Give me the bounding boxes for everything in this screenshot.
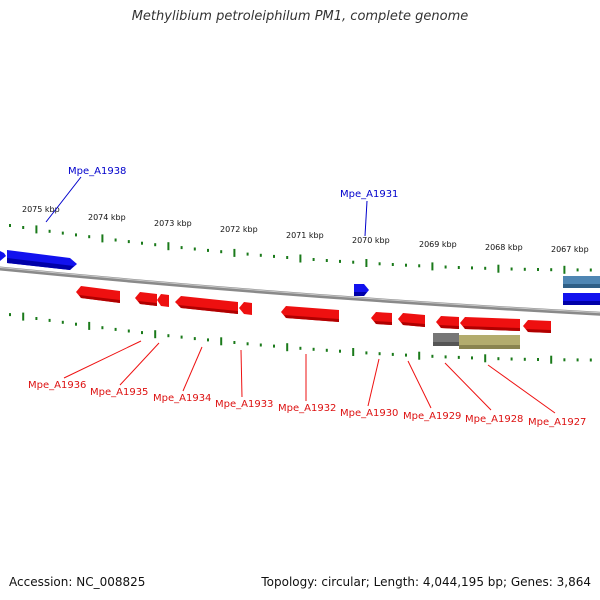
leader-mpe-a1935 [119, 342, 160, 386]
leader-mpe-a1931 [364, 200, 368, 237]
gene-mpe-a1928-shade [439, 325, 459, 329]
gene-mpe-a1934-shade [178, 305, 238, 314]
label-mpe-a1929[interactable]: Mpe_A1929 [403, 411, 461, 422]
kbp-label-2069: 2069 kbp [419, 240, 457, 249]
kbp-label-2072: 2072 kbp [220, 225, 258, 234]
map-title: Methylibium petroleiphilum PM1, complete… [131, 9, 469, 24]
gene-mpe-a1933[interactable] [239, 302, 252, 315]
label-mpe-a1928[interactable]: Mpe_A1928 [465, 414, 523, 425]
gene-mpe-a1938-shade [7, 258, 74, 270]
leader-mpe-a1936 [63, 340, 142, 379]
label-mpe-a1933[interactable]: Mpe_A1933 [215, 399, 273, 410]
kbp-label-2070: 2070 kbp [352, 236, 390, 245]
label-mpe-a1936[interactable]: Mpe_A1936 [28, 380, 86, 391]
label-mpe-a1938[interactable]: Mpe_A1938 [68, 166, 126, 177]
leader-mpe-a1928 [444, 362, 492, 411]
gene-mpe-a1929-shade [401, 322, 425, 327]
leader-mpe-a1930 [367, 358, 380, 407]
leader-mpe-a1933 [240, 349, 243, 398]
label-mpe-a1930[interactable]: Mpe_A1930 [340, 408, 398, 419]
outer-tick-track [9, 224, 592, 274]
forward-strand-genes [0, 250, 600, 305]
genome-summary: Topology: circular; Length: 4,044,195 bp… [261, 575, 591, 589]
kbp-label-2075: 2075 kbp [22, 205, 60, 214]
gene-mpe-a1930-shade [374, 321, 392, 325]
reverse-gene-labels: Mpe_A1936 Mpe_A1935 Mpe_A1934 Mpe_A1933 … [28, 340, 586, 428]
forward-gene-labels: Mpe_A1938 Mpe_A1931 [45, 166, 398, 237]
gene-mpe-a1931-shade [354, 292, 367, 296]
genome-backbone-highlight [0, 266, 600, 314]
gene-reverse-large-shade [463, 326, 520, 331]
feature-grey-shade [433, 342, 459, 346]
leader-mpe-a1929 [407, 360, 432, 409]
kbp-label-2067: 2067 kbp [551, 245, 589, 254]
leader-mpe-a1927 [487, 364, 556, 414]
label-mpe-a1935[interactable]: Mpe_A1935 [90, 387, 148, 398]
label-mpe-a1932[interactable]: Mpe_A1932 [278, 403, 336, 414]
label-mpe-a1927[interactable]: Mpe_A1927 [528, 417, 586, 428]
reverse-strand-genes [76, 286, 551, 333]
feature-steel-right-shade [563, 284, 600, 288]
inner-tick-track [9, 312, 592, 364]
kbp-label-2074: 2074 kbp [88, 213, 126, 222]
kbp-label-2073: 2073 kbp [154, 219, 192, 228]
leader-mpe-a1938 [45, 176, 82, 223]
genome-backbone [0, 266, 600, 316]
feature-olive-shade [459, 345, 520, 349]
gene-mpe-a1932-shade [284, 315, 339, 322]
label-mpe-a1931[interactable]: Mpe_A1931 [340, 189, 398, 200]
rna-features [433, 276, 600, 349]
label-mpe-a1934[interactable]: Mpe_A1934 [153, 393, 211, 404]
kbp-scale-labels: 2075 kbp 2074 kbp 2073 kbp 2072 kbp 2071… [22, 205, 589, 254]
accession-label: Accession: NC_008825 [9, 575, 146, 589]
gene-mpe-a1927-shade [526, 329, 551, 333]
gene-reverse-small-a[interactable] [157, 294, 169, 307]
gene-mpe-a1935-shade [138, 301, 157, 306]
gene-forward-right-shade [563, 301, 600, 305]
kbp-label-2071: 2071 kbp [286, 231, 324, 240]
leader-mpe-a1934 [182, 346, 203, 392]
gene-forward-edge[interactable] [0, 250, 6, 261]
kbp-label-2068: 2068 kbp [485, 243, 523, 252]
gene-mpe-a1936-shade [79, 295, 120, 303]
